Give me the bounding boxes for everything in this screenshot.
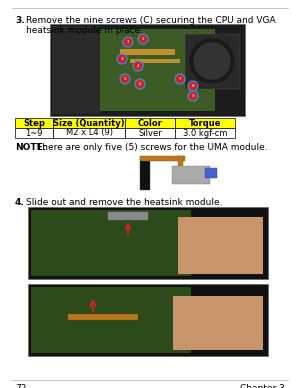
Bar xyxy=(52,26,100,114)
Circle shape xyxy=(190,39,234,83)
Circle shape xyxy=(124,38,131,45)
Circle shape xyxy=(176,76,184,83)
Circle shape xyxy=(188,81,198,91)
Circle shape xyxy=(138,34,148,44)
Circle shape xyxy=(122,76,128,83)
Bar xyxy=(140,158,150,190)
Text: NOTE:: NOTE: xyxy=(15,143,46,152)
Text: 2: 2 xyxy=(142,37,144,41)
Text: 1: 1 xyxy=(127,40,129,44)
Bar xyxy=(205,168,217,178)
Bar xyxy=(31,210,191,276)
Text: 8: 8 xyxy=(192,84,194,88)
Text: 5: 5 xyxy=(124,77,126,81)
Bar xyxy=(125,128,175,138)
Text: Slide out and remove the heatsink module.: Slide out and remove the heatsink module… xyxy=(26,198,223,207)
Circle shape xyxy=(123,37,133,47)
Bar xyxy=(172,166,210,184)
Text: Chapter 3: Chapter 3 xyxy=(240,384,285,388)
Text: 9: 9 xyxy=(192,94,194,98)
Bar xyxy=(108,212,148,220)
Bar xyxy=(53,128,125,138)
Bar xyxy=(178,156,183,176)
Circle shape xyxy=(190,92,196,99)
Text: 72: 72 xyxy=(15,384,26,388)
Bar xyxy=(28,284,268,356)
Text: 3: 3 xyxy=(121,57,123,61)
Circle shape xyxy=(188,91,198,101)
Text: 3.: 3. xyxy=(15,16,25,25)
Text: 4: 4 xyxy=(137,64,139,68)
Text: Color: Color xyxy=(138,118,162,128)
Text: Size (Quantity): Size (Quantity) xyxy=(53,118,125,128)
Text: 3.0 kgf-cm: 3.0 kgf-cm xyxy=(183,128,227,137)
Bar xyxy=(50,24,245,116)
Text: There are only five (5) screws for the UMA module.: There are only five (5) screws for the U… xyxy=(34,143,268,152)
Circle shape xyxy=(118,55,125,62)
Circle shape xyxy=(133,61,143,71)
Bar xyxy=(100,29,215,111)
Circle shape xyxy=(175,74,185,84)
Bar xyxy=(185,34,240,89)
Circle shape xyxy=(136,80,143,88)
Bar xyxy=(15,128,53,138)
Text: 6: 6 xyxy=(139,82,141,86)
Bar xyxy=(31,287,191,353)
Text: 7: 7 xyxy=(179,77,181,81)
Bar xyxy=(173,296,263,350)
Bar xyxy=(15,118,53,128)
Bar xyxy=(130,59,180,63)
Bar xyxy=(68,314,138,320)
Text: Torque: Torque xyxy=(189,118,221,128)
Bar xyxy=(28,207,268,279)
Circle shape xyxy=(140,35,146,43)
Text: 4.: 4. xyxy=(15,198,25,207)
Text: Silver: Silver xyxy=(138,128,162,137)
Circle shape xyxy=(117,54,127,64)
Bar xyxy=(140,156,185,161)
Circle shape xyxy=(190,83,196,90)
Circle shape xyxy=(194,43,230,79)
Text: 1~9: 1~9 xyxy=(25,128,43,137)
Circle shape xyxy=(135,79,145,89)
Bar xyxy=(120,49,175,55)
Circle shape xyxy=(134,62,142,69)
Text: Remove the nine screws (C) securing the CPU and VGA heatsink module in place.: Remove the nine screws (C) securing the … xyxy=(26,16,276,35)
Bar xyxy=(178,217,263,274)
Text: M2 x L4 (9): M2 x L4 (9) xyxy=(65,128,112,137)
Bar xyxy=(175,118,235,128)
Text: Step: Step xyxy=(23,118,45,128)
Circle shape xyxy=(120,74,130,84)
Bar xyxy=(175,128,235,138)
Bar xyxy=(125,118,175,128)
Bar xyxy=(53,118,125,128)
